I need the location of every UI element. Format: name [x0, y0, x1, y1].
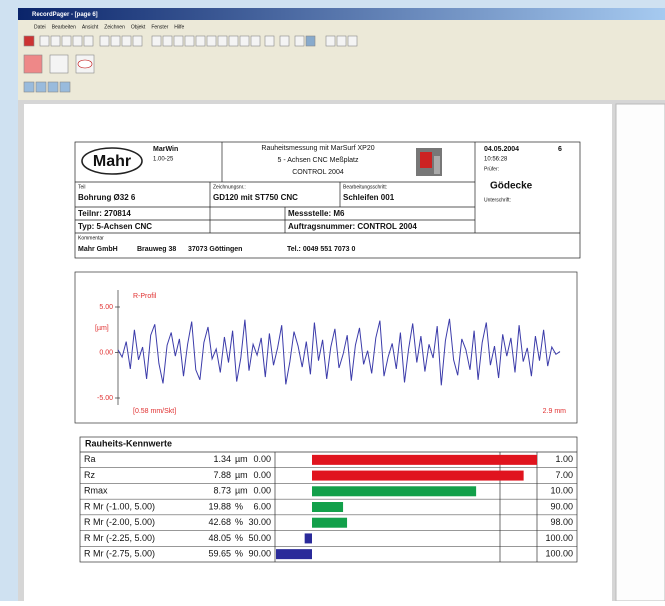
- tolerance-bar: [312, 455, 537, 465]
- step: Schleifen 001: [343, 193, 395, 202]
- page-number: 6: [558, 146, 562, 153]
- parameter: Ra: [84, 454, 96, 464]
- part-label: Teil: [78, 184, 86, 190]
- drawing: GD120 mit ST750 CNC: [213, 193, 298, 202]
- city: 37073 Göttingen: [188, 246, 242, 253]
- menu-item[interactable]: Objekt: [131, 24, 146, 30]
- parameter: Rz: [84, 470, 95, 480]
- x-axis-label: [0.58 mm/Skt]: [133, 408, 176, 415]
- title-bar: [18, 8, 665, 20]
- lower-limit: 30.00: [248, 517, 271, 527]
- parameter: R Mr (-2.25, 5.00): [84, 533, 155, 543]
- value: 48.05: [208, 533, 231, 543]
- version: 1.00-25: [153, 157, 174, 163]
- unit: %: [235, 533, 243, 543]
- program: CONTROL 2004: [292, 169, 344, 176]
- step-label: Bearbeitungsschritt:: [343, 184, 387, 190]
- software: MarWin: [153, 146, 178, 153]
- company: Mahr GmbH: [78, 246, 118, 253]
- side-panel: [616, 104, 665, 601]
- drawing-label: Zeichnungsnr.:: [213, 184, 246, 190]
- signature-label: Unterschrift:: [484, 197, 511, 203]
- heading: Rauheitsmessung mit MarSurf XP20: [261, 145, 374, 152]
- date: 04.05.2004: [484, 146, 519, 153]
- lower-limit: 50.00: [248, 533, 271, 543]
- lower-limit: 0.00: [253, 486, 271, 496]
- street: Brauweg 38: [137, 246, 176, 253]
- examiner-label: Prüfer:: [484, 166, 499, 172]
- menu-item[interactable]: Hilfe: [174, 24, 184, 30]
- menu-item[interactable]: Bearbeiten: [52, 24, 76, 30]
- order: Auftragsnummer: CONTROL 2004: [288, 222, 417, 231]
- window-title: RecordPager - [page 6]: [32, 12, 98, 18]
- machine-image: [416, 148, 442, 176]
- location: Messstelle: M6: [288, 209, 345, 218]
- menu-item[interactable]: Fenster: [151, 24, 168, 30]
- page: RecordPager - [page 6] Datei Bearbeiten An…: [0, 0, 665, 601]
- lower-limit: 6.00: [253, 501, 271, 511]
- parameter: R Mr (-2.00, 5.00): [84, 517, 155, 527]
- unit: %: [235, 517, 243, 527]
- lower-limit: 0.00: [253, 454, 271, 464]
- time: 10:56:28: [484, 157, 508, 163]
- upper-limit: 100.00: [545, 533, 573, 543]
- machine: 5 - Achsen CNC Meßplatz: [278, 157, 359, 164]
- tolerance-bar: [312, 518, 347, 528]
- chart-title: R-Profil: [133, 293, 157, 300]
- parameter: R Mr (-1.00, 5.00): [84, 501, 155, 511]
- lower-limit: 0.00: [253, 470, 271, 480]
- tolerance-bar: [312, 471, 524, 481]
- logo: Mahr: [93, 153, 131, 170]
- upper-limit: 100.00: [545, 549, 573, 559]
- value: 19.88: [208, 501, 231, 511]
- tolerance-bar: [312, 486, 476, 496]
- y-axis-label: [µm]: [95, 325, 109, 332]
- table-title: Rauheits-Kennwerte: [85, 438, 172, 448]
- unit: %: [235, 549, 243, 559]
- examiner: Gödecke: [490, 181, 533, 192]
- unit: µm: [235, 454, 248, 464]
- tolerance-bar: [276, 549, 312, 559]
- lower-limit: 90.00: [248, 549, 271, 559]
- value: 1.34: [213, 454, 231, 464]
- upper-limit: 1.00: [555, 454, 573, 464]
- unit: µm: [235, 470, 248, 480]
- x-end-label: 2.9 mm: [543, 408, 567, 415]
- parameter: Rmax: [84, 486, 108, 496]
- upper-limit: 10.00: [550, 486, 573, 496]
- unit: %: [235, 501, 243, 511]
- parameter: R Mr (-2.75, 5.00): [84, 549, 155, 559]
- value: 59.65: [208, 549, 231, 559]
- unit: µm: [235, 486, 248, 496]
- part-number: Teilnr: 270814: [78, 209, 131, 218]
- upper-limit: 90.00: [550, 501, 573, 511]
- upper-limit: 98.00: [550, 517, 573, 527]
- menu-item[interactable]: Zeichnen: [104, 24, 125, 30]
- y-tick-label: -5.00: [97, 395, 113, 402]
- upper-limit: 7.00: [555, 470, 573, 480]
- menu-bar: Datei Bearbeiten Ansicht Zeichnen Objekt Fens…: [18, 21, 665, 32]
- value: 8.73: [213, 486, 231, 496]
- type: Typ: 5-Achsen CNC: [78, 222, 152, 231]
- comment-label: Kommentar: [78, 235, 104, 241]
- y-tick-label: 5.00: [99, 304, 113, 311]
- menu-item[interactable]: Ansicht: [82, 24, 99, 30]
- tolerance-bar: [312, 502, 343, 512]
- phone: Tel.: 0049 551 7073 0: [287, 246, 355, 253]
- value: 42.68: [208, 517, 231, 527]
- menu-item[interactable]: Datei: [34, 24, 46, 30]
- y-tick-label: 0.00: [99, 349, 113, 356]
- tolerance-bar: [305, 533, 312, 543]
- value: 7.88: [213, 470, 231, 480]
- part: Bohrung Ø32 6: [78, 193, 136, 202]
- screen: RecordPager - [page 6] Datei Bearbeiten An…: [0, 0, 665, 601]
